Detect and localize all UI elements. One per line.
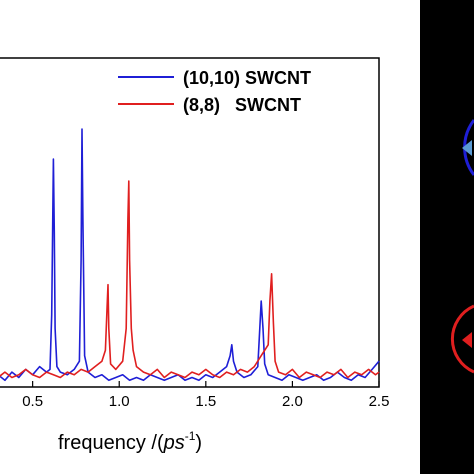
side-panel-red-circle-fragment (450, 304, 474, 374)
x-axis-title-suffix: ) (195, 432, 202, 454)
x-axis-title-unit: ps (163, 432, 185, 454)
x-axis-title-prefix: frequency /( (58, 432, 164, 454)
x-tick-layer: 0.5 1.0 1.5 2.0 2.5 (22, 381, 389, 410)
series-line-red (0, 180, 380, 379)
series-line-blue (0, 128, 380, 382)
legend: (10,10) SWCNT (8,8) SWCNT (118, 68, 311, 115)
x-tick-label: 0.5 (22, 393, 43, 410)
x-axis-title: frequency /(ps-1) (58, 429, 202, 454)
x-tick-label: 1.0 (109, 393, 130, 410)
legend-label-red: (8,8) SWCNT (183, 95, 301, 115)
x-tick-label: 2.5 (369, 393, 390, 410)
x-tick-label: 2.0 (282, 393, 303, 410)
series-layer (0, 128, 380, 382)
x-axis-title-exponent: -1 (185, 429, 196, 443)
legend-label-blue: (10,10) SWCNT (183, 68, 311, 88)
side-panel-blue-circle-fragment (462, 119, 474, 176)
x-tick-label: 1.5 (195, 393, 216, 410)
plot-frame (0, 57, 380, 388)
side-panel-background (420, 0, 474, 474)
